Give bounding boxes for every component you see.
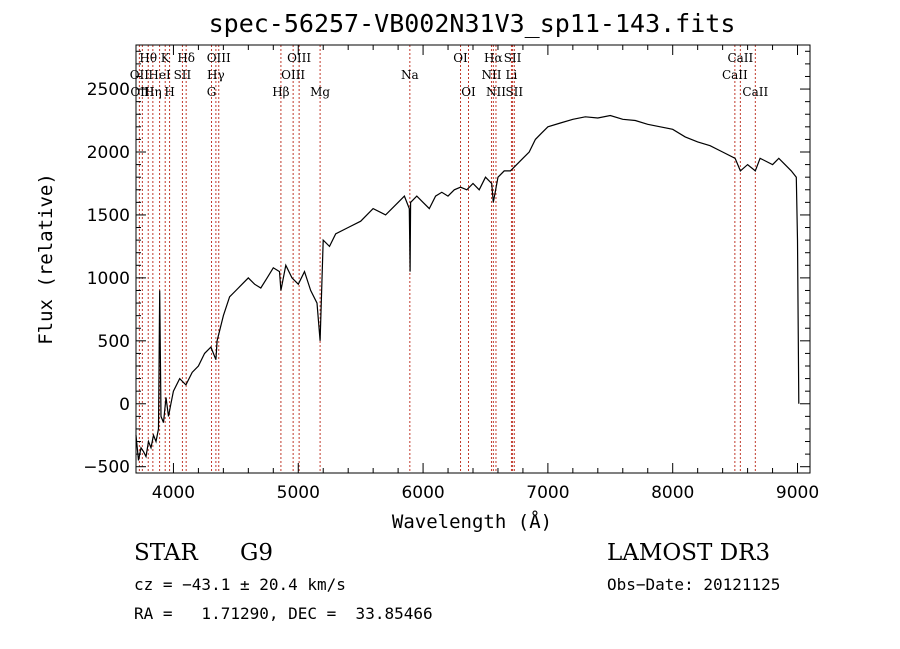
line-marker-label: Mg [310,85,330,99]
line-marker-label: HeI [148,68,171,82]
spectral-subclass: G9 [240,540,274,566]
line-marker-label: Hθ [139,51,157,65]
observation-date: Obs−Date: 20121125 [607,575,781,594]
x-tick-label: 6000 [401,483,444,503]
y-tick-label: 1000 [87,269,130,289]
line-marker-label: CaII [742,85,768,99]
line-marker-label: SII [504,51,522,65]
y-axis-ticks: −500 0 500 1000 1500 2000 2500 [83,50,810,478]
line-marker-label: OIII [207,51,231,65]
y-tick-label: 500 [98,332,130,352]
y-tick-label: 2000 [87,143,130,163]
x-tick-label: 8000 [651,483,694,503]
line-markers [138,45,756,473]
line-marker-label: G [207,85,217,99]
plot-frame [135,44,811,474]
x-axis-label: Wavelength (Å) [392,510,552,533]
line-marker-label: Hδ [177,51,195,65]
line-marker-label: OI [461,85,476,99]
line-marker-label: Hη [144,85,162,99]
line-marker-label: Li [506,68,518,82]
redshift-cz: cz = −43.1 ± 20.4 km/s [134,575,346,594]
y-tick-label: 0 [119,395,130,415]
line-marker-label: Hβ [272,85,289,99]
line-marker-label: SII [174,68,192,82]
line-marker-label: NII [486,85,506,99]
line-marker-label: CaII [727,51,753,65]
line-marker-label: Hα [484,51,503,65]
survey-name: LAMOST DR3 [607,540,771,566]
line-marker-label: OII [130,68,150,82]
line-marker-label: OI [453,51,468,65]
line-marker-label: K [161,51,171,65]
x-tick-label: 5000 [277,483,320,503]
line-marker-label: OIII [281,68,305,82]
chart-title: spec-56257-VB002N31V3_sp11-143.fits [209,9,736,38]
spectrum-line [135,114,800,461]
y-tick-label: −500 [83,458,130,478]
object-class: STAR [134,540,198,566]
line-marker-label: Hγ [207,68,225,82]
y-tick-label: 1500 [87,206,130,226]
line-marker-label: CaII [722,68,748,82]
line-marker-label: H [164,85,174,99]
ra-dec: RA = 1.71290, DEC = 33.85466 [134,604,433,623]
line-marker-label: NII [481,68,501,82]
x-axis-ticks: 4000 5000 6000 7000 8000 9000 [152,45,819,503]
y-axis-label: Flux (relative) [35,173,57,345]
line-marker-label: OIII [287,51,311,65]
line-marker-label: SII [505,85,523,99]
x-tick-label: 9000 [776,483,819,503]
line-marker-label: Na [401,68,419,82]
x-tick-label: 4000 [152,483,195,503]
x-tick-label: 7000 [526,483,569,503]
y-tick-label: 2500 [87,80,130,100]
